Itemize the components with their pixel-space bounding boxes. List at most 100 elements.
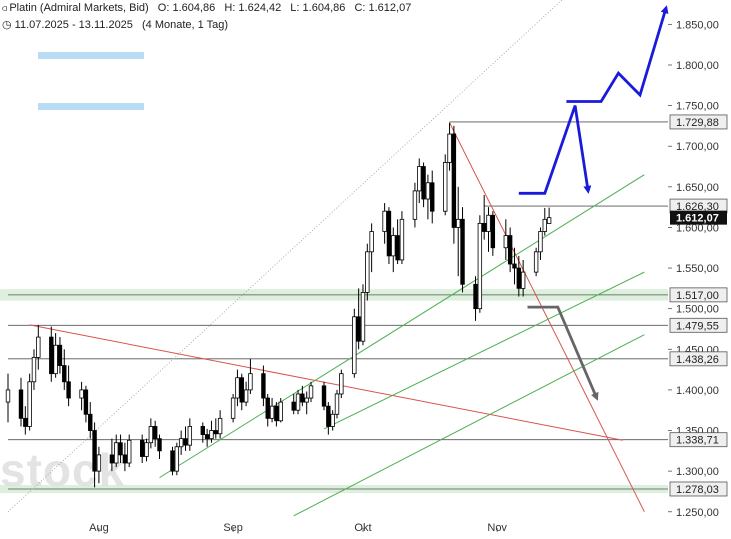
candle-body xyxy=(447,133,452,163)
candle-body xyxy=(239,377,244,403)
y-tick-label: 1.800,00 xyxy=(676,60,719,72)
y-tick-label: 1.850,00 xyxy=(676,19,719,31)
candle-body xyxy=(486,214,491,232)
candle-body xyxy=(53,344,58,375)
candle-body xyxy=(170,450,175,472)
candle-body xyxy=(490,214,496,249)
close-value: 1.612,07 xyxy=(368,2,412,14)
candle-body xyxy=(304,397,309,403)
candle-body xyxy=(330,413,335,427)
open-label: O: xyxy=(157,2,170,14)
candle-body xyxy=(152,426,158,440)
candle-body xyxy=(243,389,249,403)
candle-body xyxy=(36,336,41,358)
candle-body xyxy=(92,430,97,472)
candle-body xyxy=(209,430,214,440)
period-text: (4 Monate, 1 Tag) xyxy=(141,19,228,31)
candle-body xyxy=(334,393,340,415)
level-label: 1.479,55 xyxy=(676,320,719,332)
level-label: 1.278,03 xyxy=(676,484,719,496)
low-label: L: xyxy=(290,2,300,14)
y-tick-label: 1.400,00 xyxy=(676,385,719,397)
candle-body xyxy=(157,438,162,452)
legend-bar xyxy=(38,52,144,59)
candle-body xyxy=(382,210,387,232)
candle-body xyxy=(417,166,422,192)
candle-body xyxy=(62,365,67,383)
candle-body xyxy=(122,454,128,464)
x-tick-label: Aug xyxy=(89,522,109,534)
y-tick-label: 1.600,00 xyxy=(676,222,719,234)
candle-body xyxy=(399,218,405,261)
level-label-box xyxy=(669,481,728,497)
y-tick-label: 1.250,00 xyxy=(676,507,719,519)
level-label: 1.338,71 xyxy=(676,435,719,447)
candle-body xyxy=(127,439,132,464)
candle-body xyxy=(200,426,206,435)
candle-body xyxy=(213,430,218,435)
red-trendline xyxy=(449,122,645,512)
x-tick-label: Okt xyxy=(354,522,371,534)
candle-body xyxy=(533,251,539,273)
candle-body xyxy=(507,235,513,265)
candle-body xyxy=(503,235,509,249)
candle-body xyxy=(412,190,418,220)
y-tick-label: 1.750,00 xyxy=(676,101,719,113)
level-label-box xyxy=(669,287,728,303)
candle-body xyxy=(300,393,305,403)
low-value: 1.604,86 xyxy=(302,2,346,14)
candle-body xyxy=(512,263,517,269)
candle-body xyxy=(386,210,392,257)
candle-body xyxy=(269,405,275,419)
clock-icon: ◷ xyxy=(2,19,12,31)
current-price-box xyxy=(670,210,727,225)
level-label-box xyxy=(669,114,728,130)
x-tick-label: Sep xyxy=(223,522,243,534)
candle-body xyxy=(265,397,270,419)
candle-body xyxy=(477,222,483,310)
candle-body xyxy=(88,413,93,431)
candle-body xyxy=(204,434,210,440)
instrument-name: Platin (Admiral Markets, Bid) xyxy=(9,2,149,14)
candle-body xyxy=(83,389,89,415)
y-tick-label: 1.300,00 xyxy=(676,466,719,478)
dotted-trendline xyxy=(7,0,563,513)
chart-header-line-2: ◷ 11.07.2025 - 13.11.2025 (4 Monate, 1 T… xyxy=(2,18,228,31)
candle-body xyxy=(291,401,296,411)
level-label-box xyxy=(669,432,728,448)
candle-body xyxy=(295,393,301,411)
candle-body xyxy=(248,373,253,391)
candle-body xyxy=(27,381,32,427)
candle-body xyxy=(339,373,344,395)
logo-icon: ⫏ xyxy=(2,3,7,13)
green-trendline xyxy=(323,271,645,430)
high-value: 1.624,42 xyxy=(238,2,282,14)
candle-body xyxy=(187,426,193,446)
candle-body xyxy=(451,133,457,228)
candle-body xyxy=(18,389,24,419)
chart-header-line-1: ⫏ Platin (Admiral Markets, Bid) O: 1.604… xyxy=(2,2,411,14)
y-tick-label: 1.500,00 xyxy=(676,304,719,316)
candle-body xyxy=(148,426,154,444)
candle-body xyxy=(5,389,11,403)
plot-area xyxy=(0,0,668,517)
candle-body xyxy=(261,373,266,399)
candle-body xyxy=(460,218,465,285)
candle-body xyxy=(365,251,370,293)
y-tick-label: 1.650,00 xyxy=(676,182,719,194)
level-label: 1.729,88 xyxy=(676,117,719,129)
candle-body xyxy=(114,442,119,464)
candle-body xyxy=(360,292,366,342)
candle-body xyxy=(352,316,357,375)
level-label-box xyxy=(669,317,728,333)
candle-body xyxy=(395,235,400,261)
level-label: 1.626,30 xyxy=(676,201,719,213)
close-label: C: xyxy=(354,2,366,14)
candle-body xyxy=(321,385,327,407)
x-tick-label: Nov xyxy=(487,522,507,534)
candle-body xyxy=(23,417,28,427)
candle-body xyxy=(174,446,180,472)
candle-body xyxy=(217,417,223,435)
candle-body xyxy=(308,385,314,399)
